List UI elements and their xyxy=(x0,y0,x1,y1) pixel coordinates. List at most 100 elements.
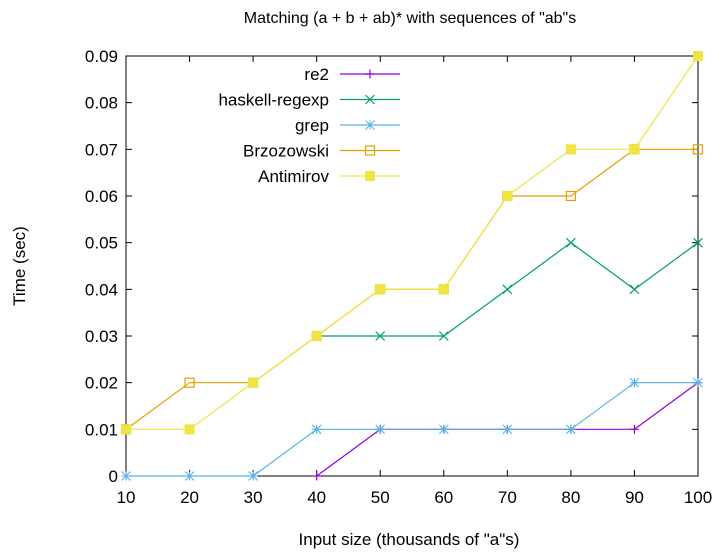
data-point xyxy=(312,471,322,481)
legend: re2 haskell-regexp grep Brzozowski Antimirov xyxy=(218,65,400,186)
y-tick-label: 0.09 xyxy=(85,47,118,66)
marker-shape xyxy=(365,94,375,105)
data-point xyxy=(311,424,322,435)
data-point xyxy=(502,284,513,295)
marker-shape xyxy=(502,191,513,201)
x-tick-label: 70 xyxy=(498,488,517,507)
marker-shape xyxy=(692,144,704,155)
y-tick-label: 0.07 xyxy=(85,140,118,159)
marker-shape xyxy=(311,331,322,341)
data-point xyxy=(438,284,449,295)
x-tick-label: 20 xyxy=(180,488,199,507)
series-line xyxy=(126,55,699,430)
plot-series xyxy=(120,51,704,481)
legend-label: Brzozowski xyxy=(243,142,329,161)
data-point xyxy=(438,424,449,435)
series-line xyxy=(126,382,698,477)
x-tick-label: 100 xyxy=(684,488,712,507)
data-point xyxy=(629,144,640,155)
legend-label: haskell-regexp xyxy=(218,91,329,110)
data-point xyxy=(311,331,322,341)
marker-shape xyxy=(184,471,195,481)
marker-shape xyxy=(375,284,386,295)
marker-shape xyxy=(311,424,322,435)
legend-label: Antimirov xyxy=(258,167,329,186)
plot-frame xyxy=(125,55,699,477)
legend-item: haskell-regexp xyxy=(218,91,400,110)
legend-marker xyxy=(365,120,375,130)
marker-shape xyxy=(184,377,195,388)
marker-shape xyxy=(364,145,376,156)
x-tick-label: 50 xyxy=(371,488,390,507)
data-point xyxy=(693,377,703,388)
data-point xyxy=(121,471,131,481)
data-point xyxy=(248,377,259,388)
x-axis: 10 20 30 40 50 60 70 80 90 100 xyxy=(117,56,712,507)
marker-shape xyxy=(248,377,259,388)
marker-shape xyxy=(629,424,639,434)
marker-shape xyxy=(184,424,195,435)
marker-shape xyxy=(365,171,375,181)
y-tick-label: 0.06 xyxy=(85,187,118,206)
data-point xyxy=(629,377,640,388)
legend-marker xyxy=(364,145,376,156)
marker-shape xyxy=(438,331,449,341)
data-point xyxy=(375,424,386,435)
data-point xyxy=(566,424,576,435)
y-tick-label: 0.08 xyxy=(85,94,118,113)
legend-marker xyxy=(365,171,375,181)
legend-item: grep xyxy=(295,116,400,135)
legend-marker xyxy=(365,69,375,79)
marker-shape xyxy=(565,237,576,248)
marker-shape xyxy=(629,144,640,155)
data-point xyxy=(629,284,640,295)
marker-shape xyxy=(375,331,386,341)
x-tick-label: 40 xyxy=(307,488,326,507)
data-point xyxy=(184,471,195,481)
y-tick-label: 0.04 xyxy=(85,280,118,299)
data-point xyxy=(502,424,513,435)
data-point xyxy=(502,191,513,201)
marker-shape xyxy=(502,284,513,295)
x-tick-label: 30 xyxy=(244,488,263,507)
series-grep xyxy=(121,377,703,481)
marker-shape xyxy=(693,51,703,61)
data-point xyxy=(565,190,576,202)
data-point xyxy=(375,331,386,341)
legend-marker xyxy=(365,94,375,105)
marker-shape xyxy=(365,69,375,79)
legend-label: grep xyxy=(295,116,329,135)
marker-shape xyxy=(365,120,375,130)
x-tick-label: 80 xyxy=(561,488,580,507)
data-point xyxy=(184,377,195,388)
y-axis: 0 0.01 0.02 0.03 0.04 0.05 0.06 0.07 0.08 0.09 xyxy=(85,47,698,486)
marker-shape xyxy=(438,284,449,295)
marker-shape xyxy=(312,471,322,481)
series-antimirov xyxy=(121,51,703,435)
legend-label: re2 xyxy=(304,65,329,84)
chart-title: Matching (a + b + ab)* with sequences of… xyxy=(244,10,576,27)
y-tick-label: 0.02 xyxy=(85,374,118,393)
y-axis-label: Time (sec) xyxy=(10,226,29,306)
legend-item: Antimirov xyxy=(258,167,400,186)
marker-shape xyxy=(693,237,703,248)
data-point xyxy=(438,331,449,341)
x-axis-label: Input size (thousands of "a"s) xyxy=(299,530,520,549)
marker-shape xyxy=(502,424,513,435)
y-tick-label: 0.03 xyxy=(85,327,118,346)
data-point xyxy=(629,424,639,434)
x-tick-label: 90 xyxy=(625,488,644,507)
marker-shape xyxy=(121,424,131,435)
x-tick-label: 60 xyxy=(434,488,453,507)
data-point xyxy=(184,424,195,435)
data-point xyxy=(375,284,386,295)
marker-shape xyxy=(565,190,576,202)
series-haskell-regexp xyxy=(311,237,703,341)
marker-shape xyxy=(629,284,640,295)
data-point xyxy=(693,51,703,61)
data-point xyxy=(693,237,703,248)
data-point xyxy=(565,237,576,248)
marker-shape xyxy=(121,471,131,481)
data-point xyxy=(565,144,576,155)
